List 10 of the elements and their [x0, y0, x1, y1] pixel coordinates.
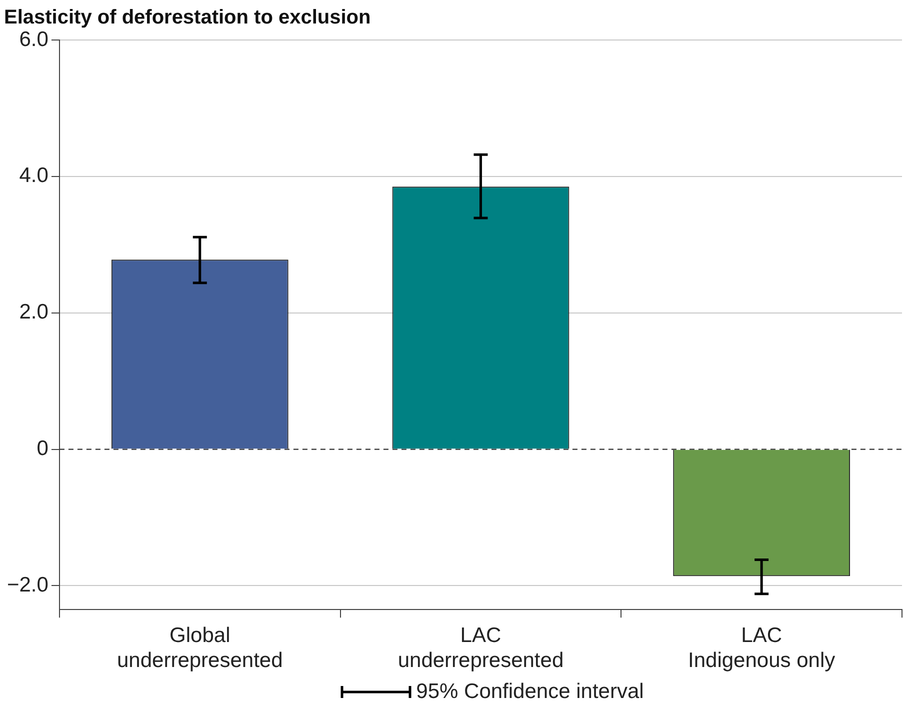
- x-tick-label: LAC Indigenous only: [688, 624, 836, 672]
- x-tick-label: LAC underrepresented: [398, 624, 564, 672]
- y-axis-title: Elasticity of deforestation to exclusion: [4, 6, 371, 29]
- y-tick-label: 2.0: [19, 300, 48, 324]
- y-tick-label: 0: [36, 437, 48, 460]
- y-tick-label: −2.0: [6, 574, 48, 597]
- y-tick-label: 4.0: [19, 164, 48, 188]
- y-tick-label: 6.0: [19, 28, 48, 51]
- x-tick-label: Global underrepresented: [116, 624, 283, 672]
- text: 95% Confidence interval: [416, 680, 644, 704]
